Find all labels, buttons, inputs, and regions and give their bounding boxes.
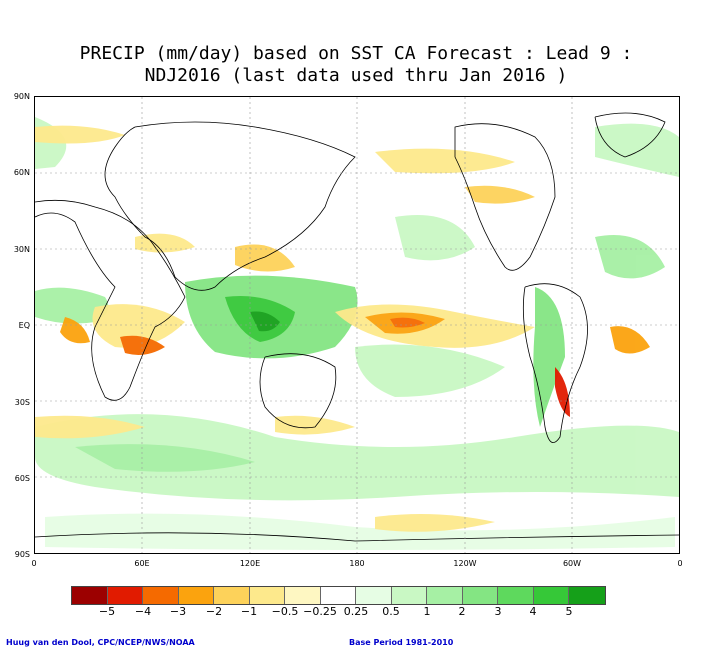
legend-swatch [107, 587, 143, 604]
map-title-line-2: NDJ2016 (last data used thru Jan 2016 ) [144, 65, 568, 86]
legend-swatch [498, 587, 534, 604]
legend-label: 2 [458, 605, 466, 618]
lat-label-eq: EQ [18, 321, 30, 330]
lon-label-60e: 60E [134, 559, 150, 568]
lat-label-90n: 90N [13, 92, 30, 101]
precip-anomaly-map [34, 96, 680, 554]
legend-label: 1 [423, 605, 431, 618]
legend-swatch [178, 587, 214, 604]
lon-label-0-east: 0 [677, 559, 683, 568]
legend-label: −2 [205, 605, 223, 618]
legend-label: 5 [565, 605, 573, 618]
legend-label: −0.5 [271, 605, 299, 618]
lon-label-120e: 120E [239, 559, 261, 568]
legend-label: −5 [98, 605, 116, 618]
legend-swatch [143, 587, 179, 604]
legend-label: −0.25 [303, 605, 337, 618]
legend-swatch [320, 587, 356, 604]
lon-label-0: 0 [31, 559, 37, 568]
base-period-note: Base Period 1981-2010 [349, 638, 454, 647]
legend-swatch [533, 587, 569, 604]
legend-swatch [214, 587, 250, 604]
map-canvas [35, 97, 679, 553]
legend-swatch [462, 587, 498, 604]
legend-swatch [427, 587, 463, 604]
legend-swatch [569, 587, 605, 604]
legend-colorbar [71, 586, 606, 605]
lat-label-90s: 90S [14, 550, 30, 559]
legend-swatch [72, 587, 108, 604]
legend-swatch [249, 587, 285, 604]
legend-label: −4 [134, 605, 152, 618]
legend-label: −3 [169, 605, 187, 618]
legend-label: 0.5 [382, 605, 400, 618]
lon-label-120w: 120W [453, 559, 477, 568]
lat-label-60s: 60S [14, 474, 30, 483]
lon-label-60w: 60W [562, 559, 582, 568]
legend-swatch [356, 587, 392, 604]
coastlines [35, 112, 679, 542]
legend-label: 3 [494, 605, 502, 618]
legend-label: −1 [240, 605, 258, 618]
lon-label-180: 180 [349, 559, 365, 568]
legend-label: 4 [529, 605, 537, 618]
legend-swatch [391, 587, 427, 604]
legend-swatch [285, 587, 321, 604]
graticule [35, 97, 679, 553]
lat-label-60n: 60N [13, 168, 30, 177]
author-credit: Huug van den Dool, CPC/NCEP/NWS/NOAA [6, 638, 195, 647]
lat-label-30n: 30N [13, 245, 30, 254]
map-title-line-1: PRECIP (mm/day) based on SST CA Forecast… [79, 43, 633, 64]
legend-label: 0.25 [343, 605, 369, 618]
lat-label-30s: 30S [14, 398, 30, 407]
